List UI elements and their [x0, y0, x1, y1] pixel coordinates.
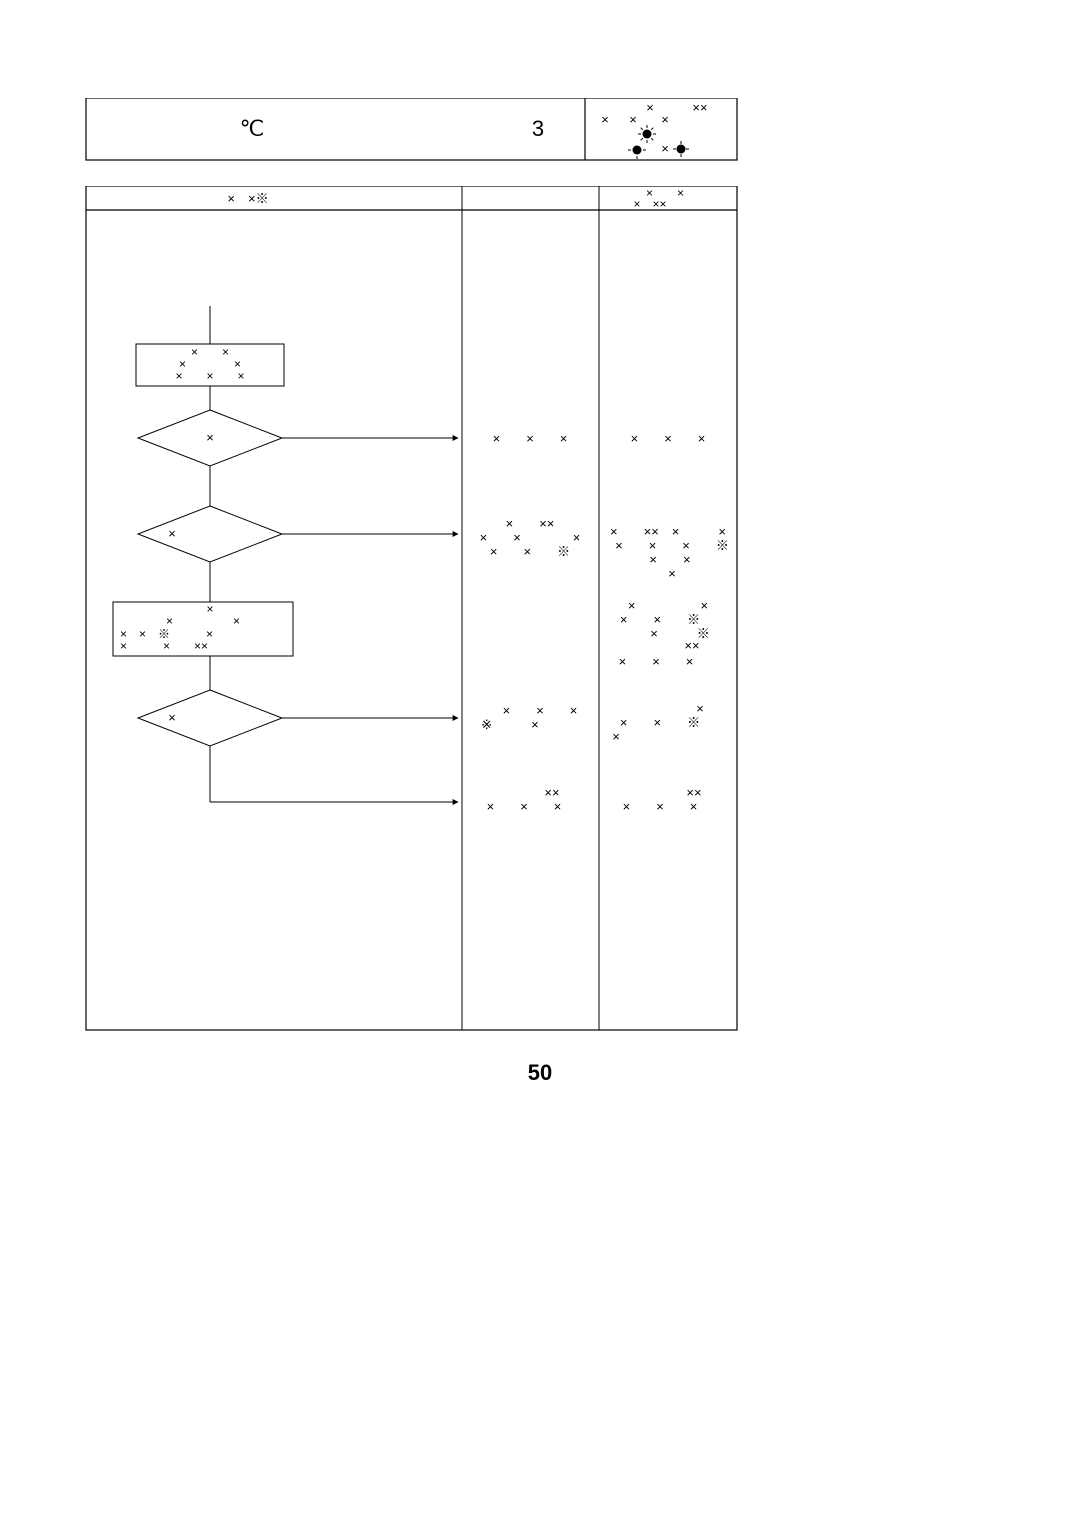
- hdr-xdot: ×: [661, 141, 669, 156]
- hdr-xx: ××: [692, 100, 707, 115]
- r-blk-l2: × × ※: [620, 612, 700, 627]
- r-blk-l1: × ×: [628, 598, 708, 613]
- r-d3-l2: × × ※: [620, 715, 700, 730]
- right-col: × × × × ×× × × × × × ※ × × × × × × × ※ ×…: [610, 431, 729, 814]
- flowchart-2: ×: [138, 656, 458, 802]
- r-blk-l5: × × ×: [619, 654, 694, 669]
- header-three: 3: [532, 116, 544, 141]
- mid-fin-l1: ××: [544, 785, 559, 800]
- r-d2-l3: × ×: [649, 552, 690, 567]
- r-blk-l3: × ※: [650, 626, 710, 641]
- header-final: ℃ 3 × ×× × × × ×: [0, 98, 1080, 170]
- r-d3-l3: ×: [612, 729, 620, 744]
- mid-d2-l3: × × ※: [490, 544, 570, 559]
- r-fin-l1: ××: [686, 785, 701, 800]
- r-d2-l4: ×: [668, 566, 676, 581]
- sun-icon: [638, 125, 656, 143]
- r-blk-l4: ××: [684, 638, 699, 653]
- table-hdr-right-l2: × ××: [633, 197, 666, 211]
- mid-d3-l1: × × ×: [503, 703, 578, 718]
- mid-d2-l1: × ××: [506, 516, 555, 531]
- box2-l2b: × ×: [166, 614, 240, 628]
- diamond2-label: ×: [168, 526, 176, 541]
- hdr-x2c: ×: [661, 112, 669, 127]
- mid-d1: × × ×: [493, 431, 568, 446]
- diamond1-label: ×: [206, 430, 214, 445]
- r-fin-l2: × × ×: [623, 799, 698, 814]
- hdr-x2a: ×: [601, 112, 609, 127]
- mid-col: × × × × ×× × × × × × ※ × × × ※ × ×× × × …: [480, 431, 581, 814]
- r-d3-l1: ×: [696, 701, 704, 716]
- r-d2-l2: × × × ※: [615, 538, 729, 553]
- r-d1: × × ×: [631, 431, 706, 446]
- hdr-x: ×: [646, 100, 654, 115]
- mid-d2-l2: × × ×: [480, 530, 581, 545]
- hdr-x2b: ×: [629, 112, 637, 127]
- header-celsius: ℃: [240, 116, 265, 141]
- mid-d3-l2: ※ ×: [481, 717, 539, 732]
- r-d2-l1: × ×× × ×: [610, 524, 726, 539]
- page-number: 50: [0, 1060, 1080, 1086]
- box1-l3: × × ×: [175, 369, 244, 383]
- page: ℃ 3 × ×× × × × ×: [0, 0, 1080, 1531]
- flow-box2-text: × × × × × ※ × × × ××: [113, 602, 293, 656]
- box2-l4: × × ××: [120, 639, 208, 653]
- main-diagram: × ×※ × × × ×× × × × × × × × × × × × × × …: [0, 186, 1080, 1046]
- mid-fin-l2: × × ×: [487, 799, 562, 814]
- diamond3-label: ×: [168, 710, 176, 725]
- table-hdr-left: × ×※: [227, 191, 268, 206]
